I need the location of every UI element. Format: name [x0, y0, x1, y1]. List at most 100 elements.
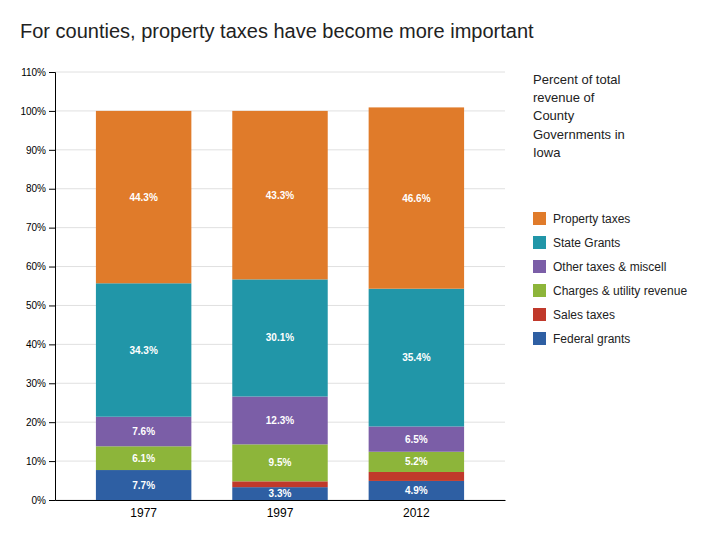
- y-tick-mark: [49, 383, 55, 384]
- legend-item: State Grants: [533, 236, 620, 250]
- x-tick: 1997: [267, 506, 294, 520]
- x-axis-line: [56, 500, 506, 501]
- x-tick-label: 1997: [267, 506, 294, 520]
- y-tick-label: 90%: [26, 145, 46, 156]
- y-tick-mark: [49, 422, 55, 423]
- y-tick-label: 10%: [26, 456, 46, 467]
- bar: [369, 289, 464, 427]
- legend-swatch: [533, 236, 546, 249]
- data-label: 35.4%: [402, 352, 430, 363]
- grid-line: [55, 72, 505, 73]
- bar: [96, 470, 191, 500]
- data-label: 7.6%: [132, 426, 155, 437]
- legend-item: Property taxes: [533, 212, 630, 226]
- bar: [232, 444, 327, 481]
- bar: [369, 426, 464, 451]
- legend-swatch: [533, 284, 546, 297]
- y-tick-mark: [49, 461, 55, 462]
- data-label: 9.5%: [269, 457, 292, 468]
- y-tick-mark: [49, 500, 55, 501]
- data-label: 4.9%: [405, 485, 428, 496]
- y-tick: 40%: [26, 339, 55, 350]
- plot: 7.7% 3.3% 4.9% 6.1% 9.5% 5.2% 7.6% 12.3% 6.5% 34.…: [20, 67, 505, 520]
- data-label: 7.7%: [132, 480, 155, 491]
- bar: [232, 481, 327, 487]
- y-tick: 70%: [26, 222, 55, 233]
- y-tick-label: 100%: [20, 106, 46, 117]
- y-tick-label: 30%: [26, 378, 46, 389]
- legend-label: State Grants: [553, 236, 620, 250]
- y-tick-mark: [49, 189, 55, 190]
- annotation: Percent of totalrevenue ofCountyGovernme…: [533, 72, 625, 160]
- bar: [96, 283, 191, 416]
- bar: [369, 481, 464, 500]
- y-tick: 0%: [32, 495, 55, 506]
- data-label: 5.2%: [405, 456, 428, 467]
- legend-item: Other taxes & miscell: [533, 260, 666, 274]
- legend-label: Other taxes & miscell: [553, 260, 666, 274]
- bar: [96, 417, 191, 447]
- bar: [232, 487, 327, 500]
- y-tick: 90%: [26, 145, 55, 156]
- bar: [369, 107, 464, 288]
- y-tick-mark: [49, 72, 55, 73]
- data-label: 44.3%: [129, 192, 157, 203]
- data-label: 12.3%: [266, 415, 294, 426]
- data-label: 43.3%: [266, 190, 294, 201]
- y-tick-mark: [49, 150, 55, 151]
- legend-item: Sales taxes: [533, 308, 615, 322]
- y-tick-label: 40%: [26, 339, 46, 350]
- bar: [232, 279, 327, 396]
- bars: [96, 107, 464, 500]
- bar: [96, 446, 191, 470]
- y-tick-label: 60%: [26, 261, 46, 272]
- title: For counties, property taxes have become…: [20, 20, 534, 42]
- series: [96, 107, 464, 288]
- x-tick: 2012: [403, 506, 430, 520]
- legend-item: Federal grants: [533, 332, 630, 346]
- y-tick-mark: [49, 267, 55, 268]
- series: [96, 279, 464, 426]
- y-tick-mark: [49, 228, 55, 229]
- y-tick: 110%: [21, 67, 55, 78]
- data-label: 34.3%: [129, 345, 157, 356]
- y-tick-label: 0%: [32, 495, 47, 506]
- y-axis-line: [49, 73, 56, 501]
- data-label: 6.5%: [405, 434, 428, 445]
- x-axis: 1977 1997 2012: [56, 501, 506, 520]
- x-tick-label: 1977: [130, 506, 157, 520]
- y-tick: 100%: [20, 106, 55, 117]
- data-labels: 7.7% 3.3% 4.9% 6.1% 9.5% 5.2% 7.6% 12.3% 6.5% 34.…: [129, 190, 430, 499]
- bar: [96, 111, 191, 283]
- bar: [232, 397, 327, 445]
- y-tick: 20%: [26, 417, 55, 428]
- legend-label: Property taxes: [553, 212, 630, 226]
- legend: Property taxes State Grants Other taxes & …: [533, 212, 687, 346]
- y-tick: 80%: [26, 183, 55, 194]
- y-tick-label: 80%: [26, 183, 46, 194]
- y-tick-label: 110%: [21, 67, 46, 78]
- chart: For counties, property taxes have become…: [0, 0, 720, 540]
- y-tick-label: 50%: [26, 300, 46, 311]
- legend-label: Charges & utility revenue: [553, 284, 687, 298]
- y-tick-label: 70%: [26, 222, 46, 233]
- x-tick: 1977: [130, 506, 157, 520]
- legend-swatch: [533, 212, 546, 225]
- grid: [55, 72, 505, 500]
- y-tick: 10%: [26, 456, 55, 467]
- legend-swatch: [533, 332, 546, 345]
- legend-label: Federal grants: [553, 332, 630, 346]
- y-tick-mark: [49, 305, 55, 306]
- bar: [369, 472, 464, 481]
- data-label: 6.1%: [132, 453, 155, 464]
- y-tick: 30%: [26, 378, 55, 389]
- legend-label: Sales taxes: [553, 308, 615, 322]
- y-tick: 50%: [26, 300, 55, 311]
- data-label: 46.6%: [402, 193, 430, 204]
- y-tick: 60%: [26, 261, 55, 272]
- bar: [232, 111, 327, 279]
- y-axis: 0% 10% 20% 30% 40% 50% 60% 70% 80% 90% 100% 110%: [20, 67, 55, 506]
- legend-swatch: [533, 308, 546, 321]
- data-label: 3.3%: [269, 488, 292, 499]
- legend-swatch: [533, 260, 546, 273]
